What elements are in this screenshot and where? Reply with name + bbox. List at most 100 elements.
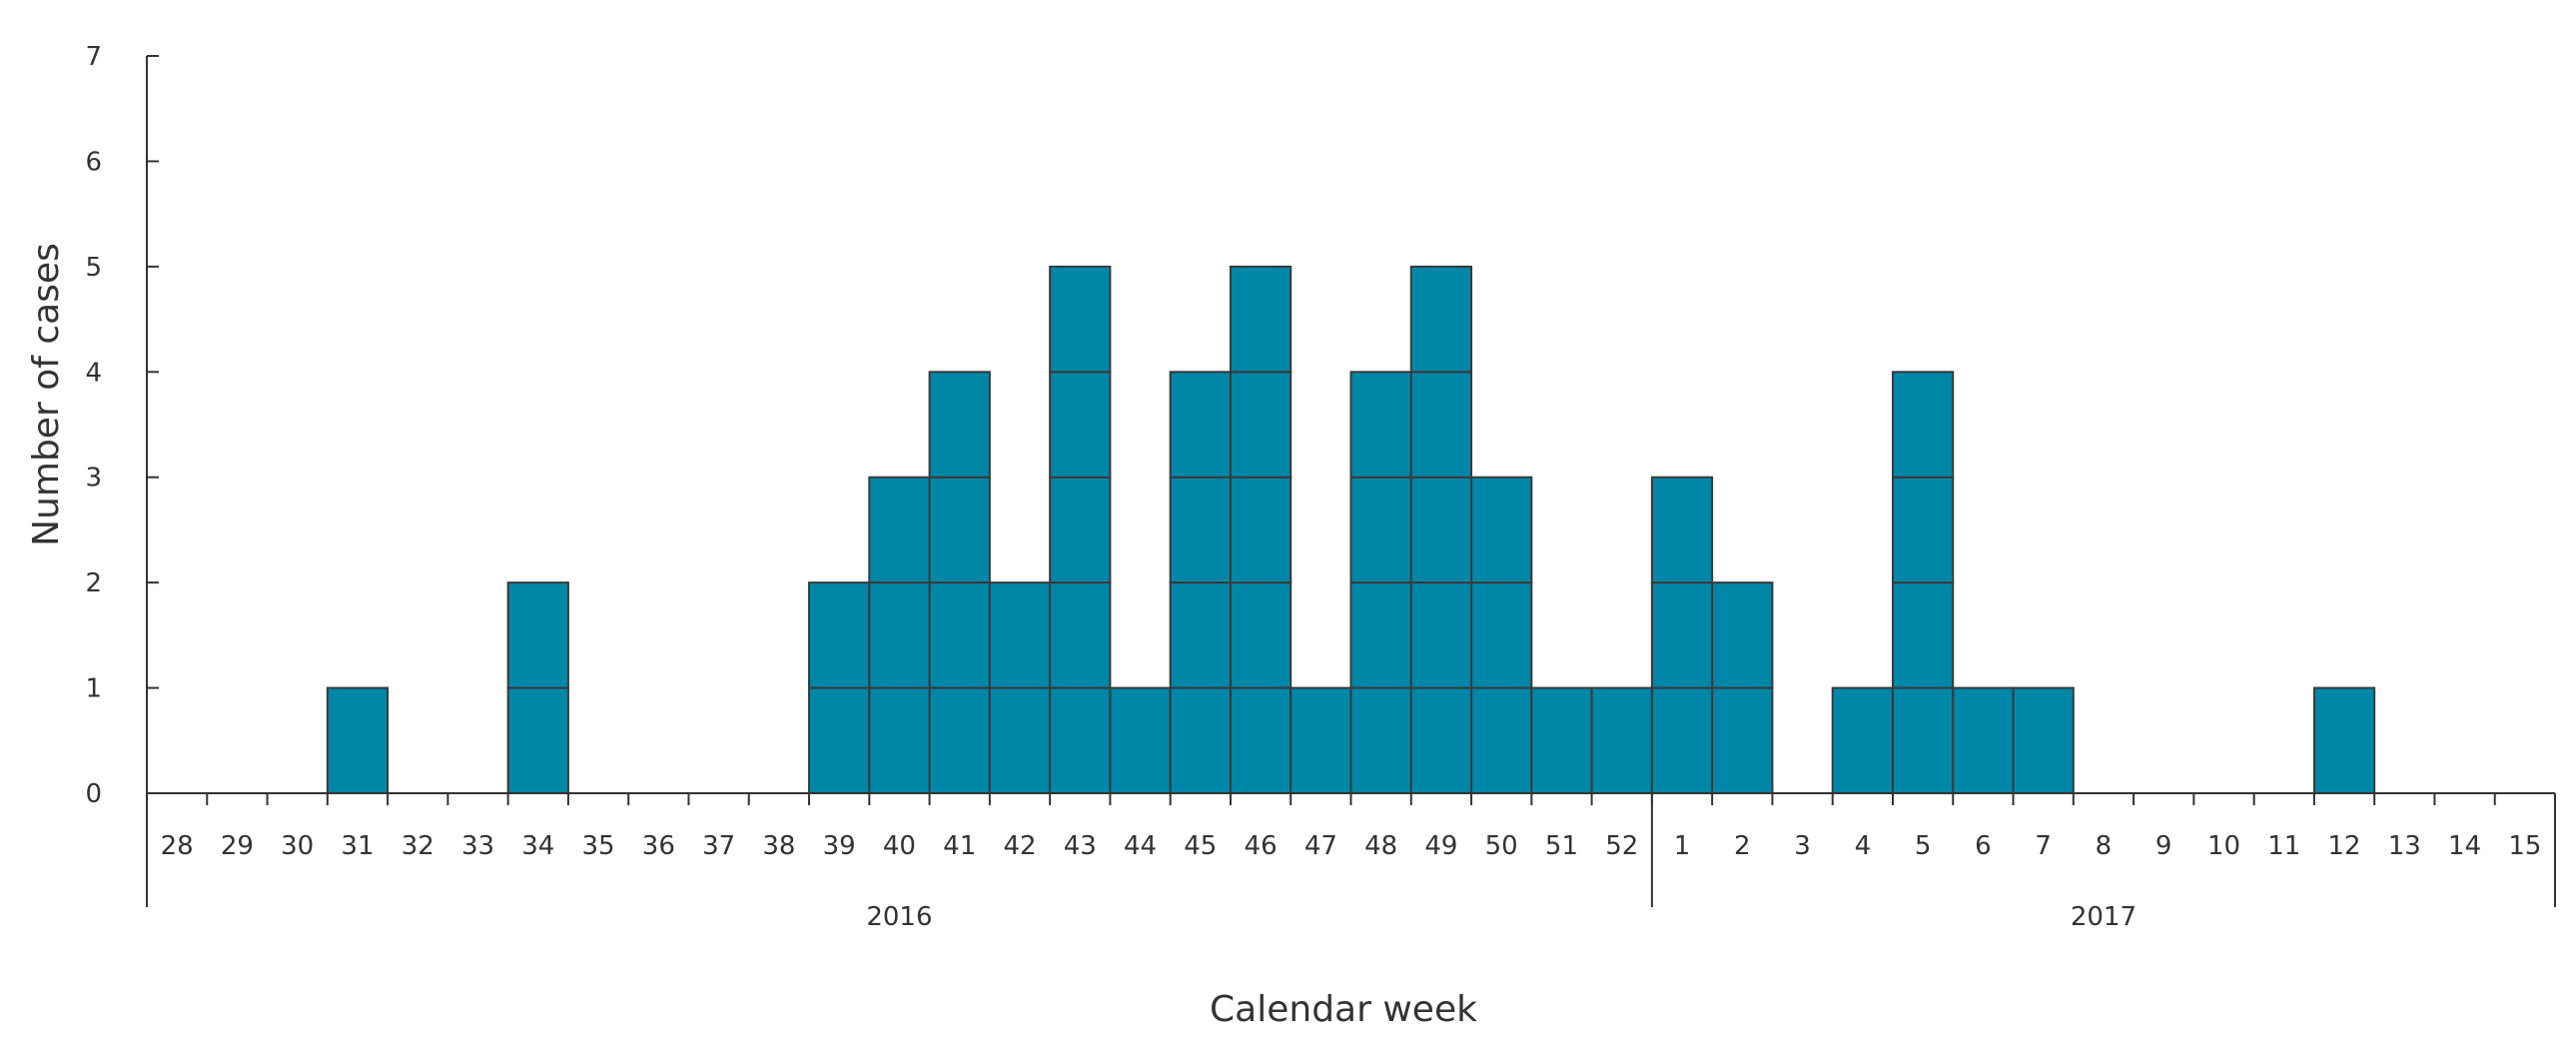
bar-case-box — [1049, 686, 1112, 795]
y-tick-label: 7 — [85, 42, 102, 72]
bars-layer — [326, 265, 2376, 795]
bar-case-box — [928, 476, 991, 584]
bar-case-box — [1229, 581, 1292, 689]
bar-case-box — [1891, 686, 1955, 795]
y-tick-label: 4 — [85, 358, 102, 388]
x-tick-label: 13 — [2388, 831, 2421, 861]
bar-case-box — [506, 686, 569, 795]
bar-case-box — [1349, 476, 1412, 584]
x-tick-label: 45 — [1184, 831, 1217, 861]
bar-case-box — [1409, 265, 1473, 374]
bar-case-box — [1409, 371, 1473, 479]
bar-case-box — [988, 686, 1052, 795]
x-tick-label: 44 — [1124, 831, 1157, 861]
x-tick-label: 51 — [1545, 831, 1578, 861]
bar-case-box — [868, 476, 931, 584]
bar-case-box — [1349, 686, 1412, 795]
bar-case-box — [1650, 686, 1714, 795]
x-tick-label: 50 — [1485, 831, 1518, 861]
y-tick-label: 3 — [85, 464, 102, 494]
bar-case-box — [1891, 476, 1955, 584]
x-tick-label: 7 — [2035, 831, 2052, 861]
bar-case-box — [1169, 371, 1232, 479]
bar-case-box — [1650, 581, 1714, 689]
bar-case-box — [1470, 581, 1533, 689]
bar-case-box — [1229, 686, 1292, 795]
y-axis-title: Number of cases — [26, 243, 67, 546]
bar-case-box — [1229, 476, 1292, 584]
bar-case-box — [1590, 686, 1653, 795]
x-tick-label: 6 — [1975, 831, 1992, 861]
bar-case-box — [2312, 686, 2376, 795]
x-tick-label: 10 — [2207, 831, 2240, 861]
x-tick-label: 46 — [1245, 831, 1278, 861]
bar-case-box — [1349, 371, 1412, 479]
x-tick-label: 8 — [2096, 831, 2113, 861]
bar-case-box — [988, 581, 1052, 689]
x-tick-label: 30 — [281, 831, 314, 861]
bar-case-box — [1049, 581, 1112, 689]
x-tick-label: 40 — [883, 831, 916, 861]
bar-case-box — [1891, 581, 1955, 689]
bar-case-box — [1169, 476, 1232, 584]
x-tick-label: 37 — [702, 831, 735, 861]
bar-case-box — [326, 686, 390, 795]
bar-case-box — [1952, 686, 2015, 795]
bar-case-box — [1530, 686, 1593, 795]
x-tick-label: 5 — [1915, 831, 1932, 861]
x-tick-label: 2 — [1734, 831, 1751, 861]
y-tick-label: 1 — [85, 674, 102, 704]
bar-case-box — [1409, 476, 1473, 584]
bar-case-box — [1409, 686, 1473, 795]
x-tick-label: 14 — [2448, 831, 2481, 861]
bar-case-box — [1289, 686, 1352, 795]
bar-case-box — [1470, 686, 1533, 795]
bar-case-box — [808, 581, 871, 689]
x-tick-label: 3 — [1794, 831, 1811, 861]
bar-case-box — [1650, 476, 1714, 584]
x-tick-label: 42 — [1003, 831, 1036, 861]
x-tick-label: 35 — [582, 831, 615, 861]
bar-case-box — [1049, 265, 1112, 374]
bar-case-box — [1229, 265, 1292, 374]
axes-layer — [146, 55, 2556, 907]
x-tick-label: 31 — [341, 831, 374, 861]
x-tick-label: 36 — [642, 831, 675, 861]
bar-case-box — [1169, 581, 1232, 689]
x-tick-label: 32 — [402, 831, 434, 861]
x-tick-label: 41 — [943, 831, 976, 861]
bar-case-box — [1711, 581, 1774, 689]
bar-case-box — [1349, 581, 1412, 689]
x-tick-label: 49 — [1424, 831, 1457, 861]
y-tick-label: 6 — [85, 147, 102, 177]
x-tick-label: 28 — [161, 831, 194, 861]
bar-case-box — [1409, 581, 1473, 689]
x-tick-label: 11 — [2267, 831, 2300, 861]
x-tick-label: 9 — [2155, 831, 2172, 861]
x-tick-label: 48 — [1364, 831, 1397, 861]
x-tick-label: 34 — [521, 831, 554, 861]
x-tick-label: 1 — [1674, 831, 1691, 861]
bar-case-box — [928, 686, 991, 795]
y-tick-label: 0 — [85, 779, 102, 809]
year-group-label: 2016 — [866, 902, 932, 932]
bar-case-box — [1711, 686, 1774, 795]
labels-layer: Calendar week Number of cases 0123456728… — [26, 42, 2541, 1030]
bar-case-box — [1891, 371, 1955, 479]
y-tick-label: 5 — [85, 253, 102, 283]
bar-case-box — [506, 581, 569, 689]
bar-case-box — [1049, 476, 1112, 584]
x-tick-label: 47 — [1304, 831, 1337, 861]
bar-case-box — [1831, 686, 1894, 795]
bar-case-box — [1229, 371, 1292, 479]
bar-case-box — [868, 686, 931, 795]
y-tick-label: 2 — [85, 568, 102, 598]
bar-case-box — [928, 581, 991, 689]
bar-case-box — [1109, 686, 1172, 795]
x-tick-label: 39 — [823, 831, 856, 861]
x-tick-label: 4 — [1855, 831, 1872, 861]
bar-case-box — [1169, 686, 1232, 795]
x-tick-label: 15 — [2508, 831, 2541, 861]
